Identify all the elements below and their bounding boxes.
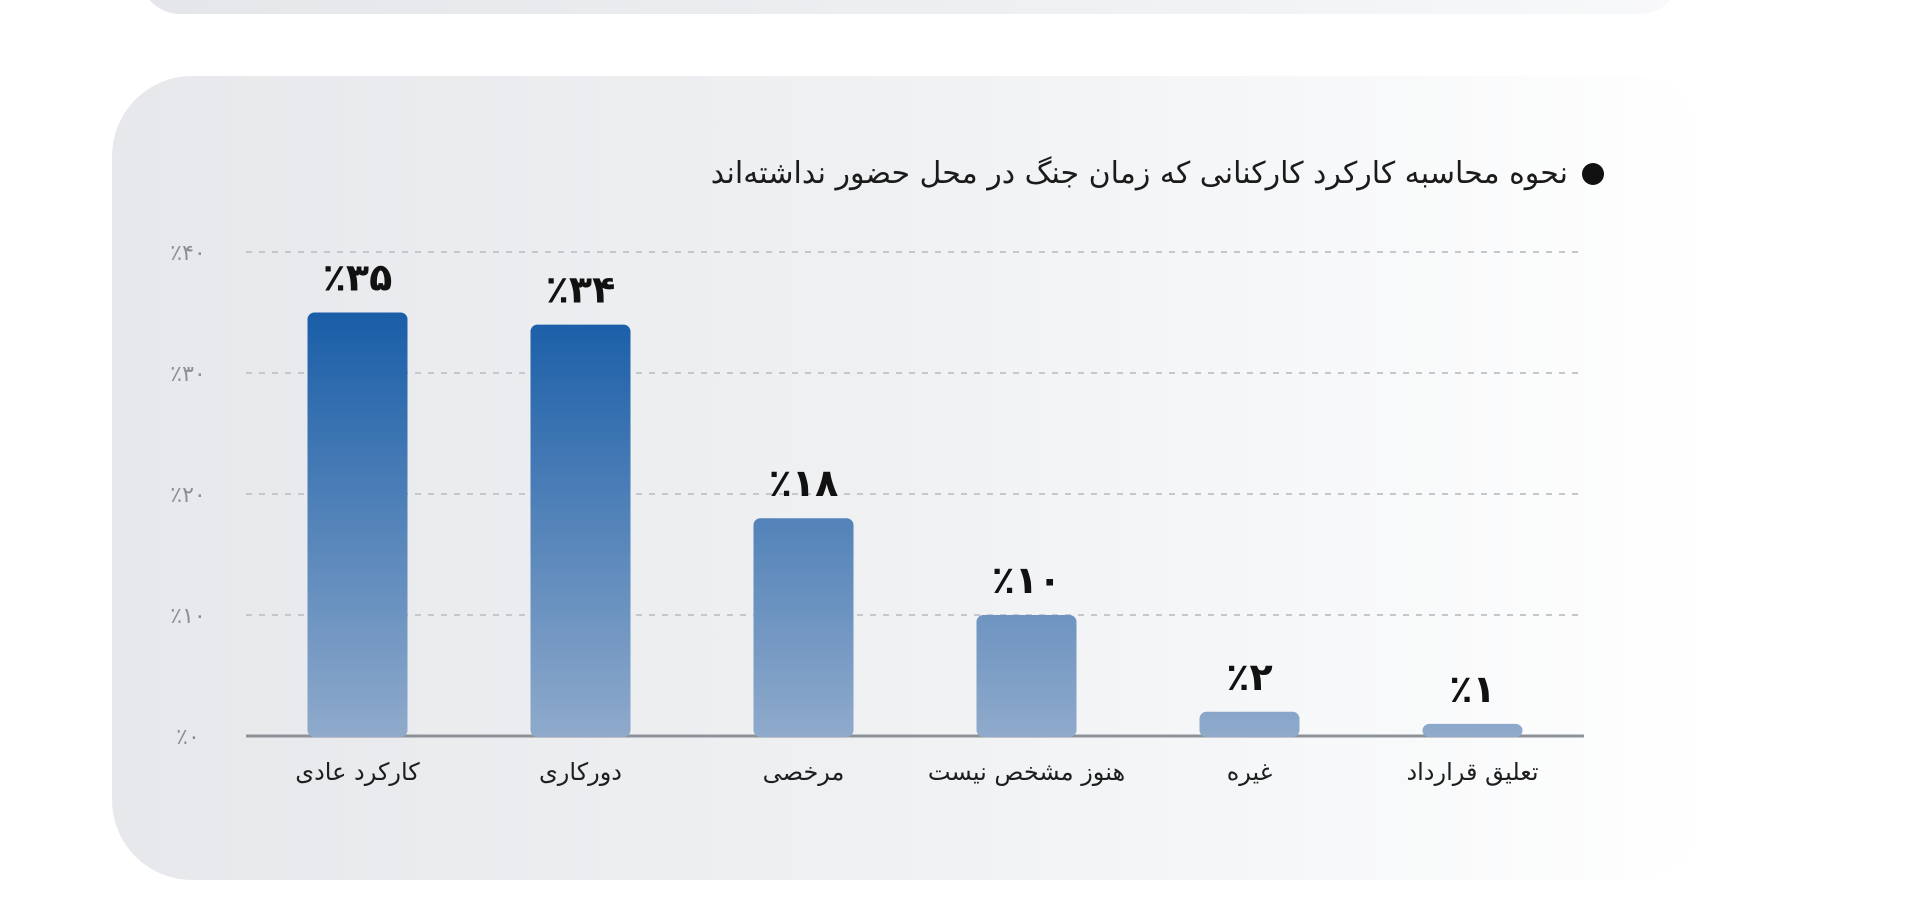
y-tick-label: ٪۲۰ bbox=[170, 483, 205, 508]
category-label: کارکرد عادی bbox=[295, 758, 420, 786]
bar-value-label: ٪۳۵ bbox=[323, 256, 393, 300]
bar bbox=[530, 324, 631, 737]
bar-value-label: ٪۱۰ bbox=[992, 558, 1062, 602]
bar bbox=[307, 312, 408, 737]
y-tick-label: ٪۳۰ bbox=[170, 362, 205, 387]
y-tick-label: ٪۴۰ bbox=[170, 241, 205, 266]
chart-title-text: نحوه محاسبه کارکرد کارکنانی که زمان جنگ … bbox=[710, 156, 1568, 191]
category-label: غیره bbox=[1227, 758, 1273, 786]
category-label: تعلیق قرارداد bbox=[1406, 758, 1538, 786]
label-layer: ٪۳۵ کارکرد عادی ٪۳۴ دورکاری ٪۱۸ مرخصی ٪۱۰ هنوز … bbox=[295, 256, 1538, 787]
bar-value-label: ٪۲ bbox=[1226, 655, 1272, 699]
y-tick-label: ٪۰ bbox=[176, 725, 200, 750]
axis-layer: ٪۰ ٪۱۰ ٪۲۰ ٪۳۰ ٪۴۰ bbox=[170, 241, 1584, 750]
category-label: مرخصی bbox=[763, 758, 845, 786]
category-label: دورکاری bbox=[539, 758, 622, 786]
bar bbox=[976, 615, 1077, 737]
bar bbox=[1199, 711, 1300, 737]
grid-layer bbox=[246, 251, 1584, 616]
bullet-icon bbox=[1582, 162, 1604, 185]
y-tick-label: ٪۱۰ bbox=[170, 604, 205, 629]
bar bbox=[1422, 723, 1523, 737]
chart-title: نحوه محاسبه کارکرد کارکنانی که زمان جنگ … bbox=[711, 156, 1604, 191]
bar-value-label: ٪۱ bbox=[1449, 667, 1495, 711]
category-label: هنوز مشخص نیست bbox=[928, 758, 1125, 786]
bar bbox=[753, 518, 854, 737]
bar-layer bbox=[307, 312, 1523, 737]
bar-value-label: ٪۳۴ bbox=[546, 268, 616, 312]
bar-value-label: ٪۱۸ bbox=[769, 461, 839, 505]
top-card-edge bbox=[140, 0, 1680, 14]
